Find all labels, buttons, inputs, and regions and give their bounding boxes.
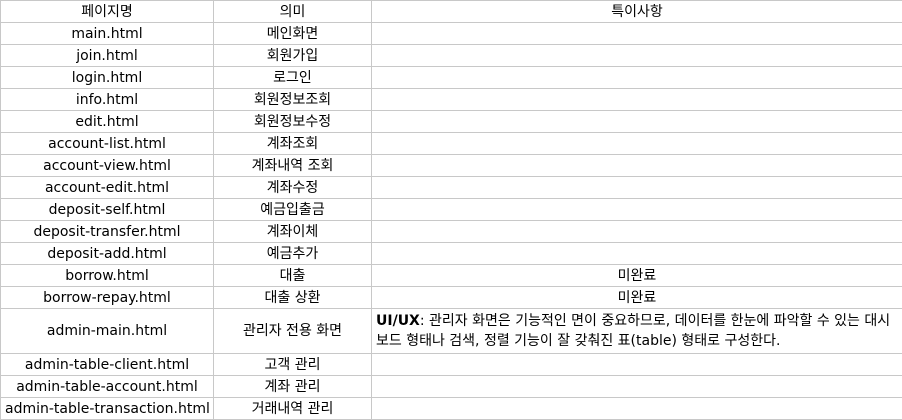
cell-meaning: 계좌조회	[214, 133, 372, 155]
cell-page-name: account-list.html	[1, 133, 214, 155]
cell-note	[372, 177, 902, 199]
cell-meaning: 회원정보수정	[214, 111, 372, 133]
cell-meaning: 회원가입	[214, 45, 372, 67]
table-row: admin-table-client.html 고객 관리	[1, 354, 902, 376]
cell-meaning: 거래내역 관리	[214, 398, 372, 420]
table-row: info.html 회원정보조회	[1, 89, 902, 111]
cell-note	[372, 376, 902, 398]
cell-page-name: borrow-repay.html	[1, 287, 214, 309]
table-row: deposit-self.html 예금입출금	[1, 199, 902, 221]
cell-page-name: deposit-add.html	[1, 243, 214, 265]
cell-meaning: 계좌 관리	[214, 376, 372, 398]
cell-meaning: 고객 관리	[214, 354, 372, 376]
cell-page-name: account-edit.html	[1, 177, 214, 199]
header-notes: 특이사항	[372, 1, 902, 23]
cell-page-name: borrow.html	[1, 265, 214, 287]
cell-note	[372, 45, 902, 67]
cell-meaning: 회원정보조회	[214, 89, 372, 111]
cell-note	[372, 67, 902, 89]
table-row: admin-table-account.html 계좌 관리	[1, 376, 902, 398]
cell-page-name: main.html	[1, 23, 214, 45]
table-row: join.html 회원가입	[1, 45, 902, 67]
cell-page-name: info.html	[1, 89, 214, 111]
cell-page-name: account-view.html	[1, 155, 214, 177]
table-row: login.html 로그인	[1, 67, 902, 89]
cell-page-name: admin-table-client.html	[1, 354, 214, 376]
table-row: borrow-repay.html 대출 상환 미완료	[1, 287, 902, 309]
cell-note	[372, 354, 902, 376]
header-page-name: 페이지명	[1, 1, 214, 23]
cell-page-name: join.html	[1, 45, 214, 67]
table-row: account-list.html 계좌조회	[1, 133, 902, 155]
cell-meaning: 계좌내역 조회	[214, 155, 372, 177]
cell-meaning: 관리자 전용 화면	[214, 309, 372, 354]
cell-note	[372, 155, 902, 177]
header-meaning: 의미	[214, 1, 372, 23]
cell-meaning: 대출	[214, 265, 372, 287]
cell-note	[372, 243, 902, 265]
cell-meaning: 계좌이체	[214, 221, 372, 243]
table-row: main.html 메인화면	[1, 23, 902, 45]
cell-meaning: 예금추가	[214, 243, 372, 265]
cell-meaning: 메인화면	[214, 23, 372, 45]
cell-note	[372, 111, 902, 133]
cell-meaning: 예금입출금	[214, 199, 372, 221]
cell-note	[372, 23, 902, 45]
header-row: 페이지명 의미 특이사항	[1, 1, 902, 23]
cell-note: 미완료	[372, 287, 902, 309]
cell-note	[372, 199, 902, 221]
cell-note	[372, 221, 902, 243]
cell-note: 미완료	[372, 265, 902, 287]
cell-meaning: 대출 상환	[214, 287, 372, 309]
cell-page-name: admin-table-account.html	[1, 376, 214, 398]
table-row: account-view.html 계좌내역 조회	[1, 155, 902, 177]
cell-page-name: deposit-self.html	[1, 199, 214, 221]
table-row: edit.html 회원정보수정	[1, 111, 902, 133]
cell-meaning: 로그인	[214, 67, 372, 89]
cell-page-name: admin-main.html	[1, 309, 214, 354]
cell-page-name: login.html	[1, 67, 214, 89]
table-row: borrow.html 대출 미완료	[1, 265, 902, 287]
cell-page-name: deposit-transfer.html	[1, 221, 214, 243]
table-row: deposit-transfer.html 계좌이체	[1, 221, 902, 243]
table-row: admin-table-transaction.html 거래내역 관리	[1, 398, 902, 420]
cell-page-name: edit.html	[1, 111, 214, 133]
cell-note	[372, 89, 902, 111]
table-row: admin-main.html 관리자 전용 화면 UI/UX: 관리자 화면은…	[1, 309, 902, 354]
note-text: : 관리자 화면은 기능적인 면이 중요하므로, 데이터를 한눈에 파악할 수 …	[376, 313, 890, 349]
note-keyword: UI/UX	[376, 313, 420, 329]
table-row: deposit-add.html 예금추가	[1, 243, 902, 265]
cell-page-name: admin-table-transaction.html	[1, 398, 214, 420]
table-row: account-edit.html 계좌수정	[1, 177, 902, 199]
cell-meaning: 계좌수정	[214, 177, 372, 199]
cell-note: UI/UX: 관리자 화면은 기능적인 면이 중요하므로, 데이터를 한눈에 파…	[372, 309, 902, 354]
cell-note	[372, 133, 902, 155]
cell-note	[372, 398, 902, 420]
